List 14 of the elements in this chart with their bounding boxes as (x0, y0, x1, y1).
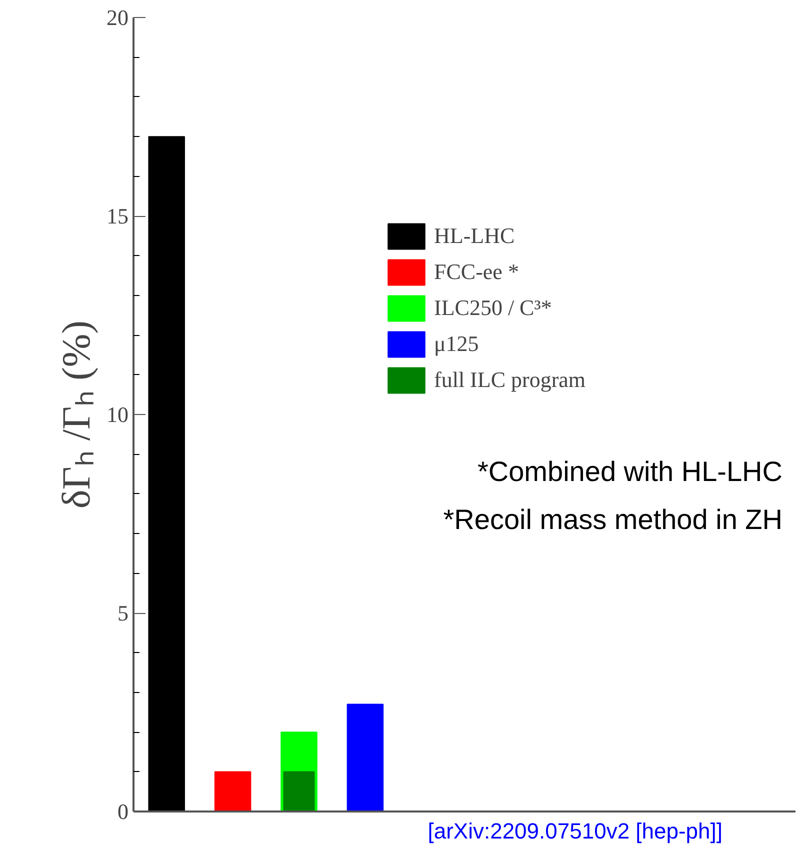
y-tick-label: 20 (106, 5, 128, 30)
y-tick-label: 0 (118, 799, 128, 824)
legend-label: μ125 (434, 331, 479, 357)
text: [arXiv:2209.07510v2 [hep-ph]] (428, 818, 722, 844)
y-axis-title: δΓₕ /Γₕ (%) (54, 320, 98, 509)
legend-label: HL-LHC (434, 223, 515, 249)
y-tick-label: 15 (106, 204, 128, 228)
annotation: *Recoil mass method in ZH (443, 504, 783, 535)
y-tick-label: 10 (106, 402, 128, 427)
legend-label: ILC250 / C³* (434, 295, 552, 321)
y-tick-label: 5 (118, 600, 128, 626)
legend-label: full ILC program (434, 367, 586, 393)
legend-label: FCC-ee * (434, 259, 519, 285)
annotation: *Combined with HL-LHC (477, 456, 783, 487)
